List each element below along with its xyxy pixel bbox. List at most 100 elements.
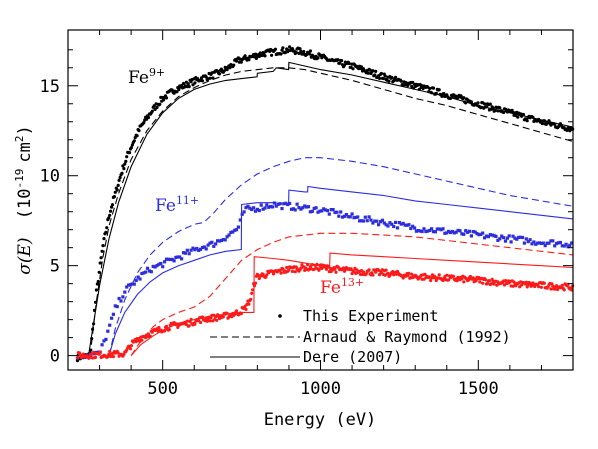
data-point [259, 203, 263, 207]
data-point [274, 204, 278, 208]
data-point [507, 234, 511, 238]
data-point [267, 205, 271, 209]
data-point [539, 285, 544, 289]
data-point [401, 221, 405, 225]
data-point [117, 296, 121, 301]
data-point [129, 146, 133, 150]
data-point [250, 207, 254, 212]
data-point [113, 304, 117, 308]
data-point [553, 244, 557, 248]
data-point [148, 334, 152, 338]
data-point [151, 264, 155, 268]
data-point [478, 280, 482, 284]
data-point [225, 235, 229, 239]
data-point [551, 284, 555, 288]
data-point [537, 285, 541, 289]
data-point [464, 229, 468, 233]
data-point [383, 74, 387, 78]
x-tick-label: 1000 [300, 379, 341, 399]
data-point [113, 190, 117, 194]
data-point [371, 69, 375, 73]
data-point [361, 219, 365, 223]
data-point [377, 223, 381, 227]
data-point [221, 238, 225, 242]
data-point [560, 244, 564, 248]
data-point [536, 241, 540, 245]
data-point [140, 271, 144, 276]
data-point [191, 246, 195, 250]
data-point [469, 100, 473, 104]
data-point [187, 252, 191, 256]
data-point [176, 255, 180, 259]
data-point [517, 235, 521, 239]
data-point [315, 262, 319, 266]
data-point [110, 316, 114, 320]
data-point [549, 287, 553, 291]
data-point [210, 240, 214, 244]
data-point [120, 171, 124, 175]
data-point [244, 206, 248, 210]
series-fe11-experiment [75, 201, 574, 360]
data-point [233, 228, 237, 232]
data-point [281, 46, 285, 50]
data-point [178, 255, 182, 259]
data-point [391, 270, 395, 274]
data-point [287, 268, 291, 272]
data-point [128, 347, 133, 351]
data-point [521, 112, 526, 117]
data-point [487, 279, 491, 283]
data-point [564, 242, 568, 246]
data-point [342, 214, 347, 218]
data-point [489, 282, 493, 286]
data-point [216, 239, 220, 243]
data-point [352, 216, 356, 220]
data-point [301, 206, 305, 210]
data-point [325, 209, 329, 213]
data-point [269, 204, 273, 209]
data-point [288, 45, 292, 49]
data-point [270, 53, 274, 57]
data-point [426, 229, 430, 233]
data-point [431, 230, 436, 234]
data-point [177, 88, 181, 92]
data-point [89, 348, 93, 352]
data-point [265, 203, 269, 207]
data-point [492, 282, 496, 286]
data-point [458, 229, 462, 233]
data-point [186, 82, 190, 86]
data-point [394, 220, 398, 224]
data-point [117, 178, 121, 182]
data-point [551, 239, 555, 243]
data-point [96, 350, 100, 354]
data-point [462, 96, 466, 100]
data-point [498, 106, 502, 110]
data-point [146, 115, 151, 120]
data-point [92, 350, 96, 354]
data-point [397, 221, 401, 225]
data-point [316, 56, 320, 60]
data-point [562, 288, 566, 292]
legend: This Experiment Arnaud & Raymond (1992) … [210, 307, 511, 366]
data-point [475, 232, 479, 236]
data-point [270, 205, 275, 209]
data-point [520, 283, 524, 287]
data-point [291, 207, 295, 211]
data-point [369, 218, 373, 222]
data-point [555, 241, 559, 246]
data-point [305, 205, 309, 209]
data-point [392, 224, 396, 229]
data-point [253, 52, 258, 56]
data-point [509, 240, 513, 244]
data-point [468, 274, 472, 279]
data-point [556, 241, 561, 245]
data-point [382, 221, 386, 225]
data-point [142, 271, 146, 275]
data-point [263, 54, 267, 58]
data-point [366, 71, 370, 75]
data-point [476, 101, 480, 105]
data-point [253, 209, 258, 213]
data-point [293, 270, 297, 274]
data-point [566, 245, 570, 249]
data-point [278, 202, 282, 206]
